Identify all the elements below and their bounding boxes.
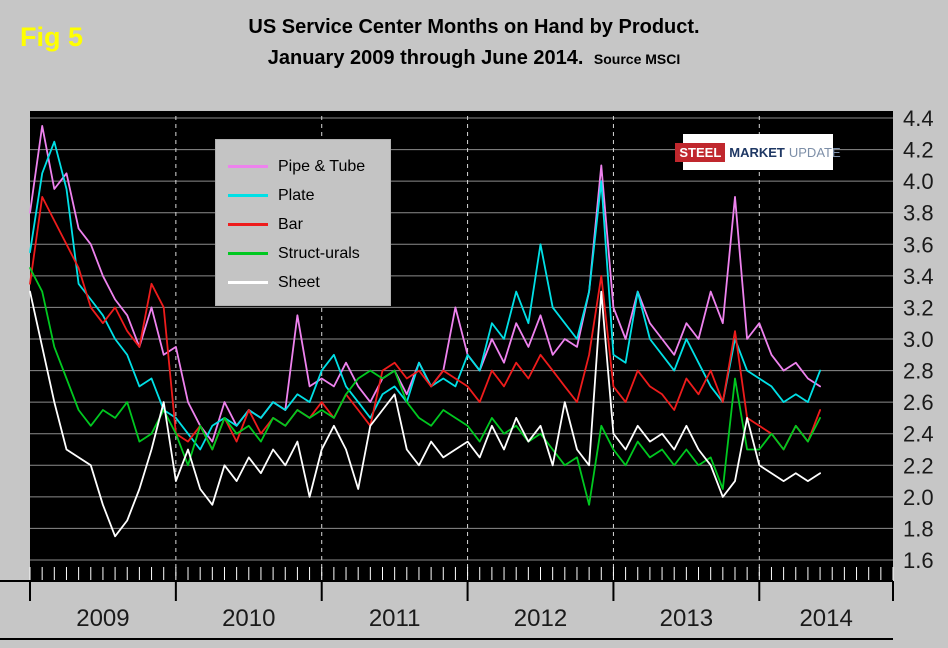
y-tick-label: 4.4 [903,106,934,131]
logo-word-market: MARKET [729,144,785,160]
legend-swatch-plate [228,194,268,197]
y-tick-label: 4.2 [903,138,934,163]
legend-swatch-sheet [228,281,268,284]
figure-number-label: Fig 5 [20,22,84,52]
y-tick-label: 2.0 [903,485,934,510]
series-line-struct-urals [29,267,821,506]
legend-item-sheet: Sheet [228,268,390,297]
y-axis-labels: 1.6 1.8 2.0 2.2 2.4 2.6 2.8 3.0 3.2 3.4 3.6 3.8 4.0 4… [903,106,934,573]
legend-label-sheet: Sheet [278,273,320,291]
series-lines [29,124,821,538]
legend: Pipe & Tube Plate Bar Struct-urals Sheet [215,139,391,306]
y-tick-label: 3.8 [903,201,934,226]
year-label: 2012 [514,605,567,632]
legend-label-pipe-tube: Pipe & Tube [278,157,366,175]
plot-area [30,111,893,581]
year-label: 2009 [76,605,129,632]
chart-source-label: Source MSCI [593,51,681,67]
year-label: 2013 [660,605,713,632]
chart-title-block: US Service Center Months on Hand by Prod… [0,0,948,70]
year-label: 2011 [369,605,421,632]
legend-item-structurals: Struct-urals [228,239,390,268]
series-line-plate [29,140,821,451]
year-label: 2014 [799,605,852,632]
chart-title-line1: US Service Center Months on Hand by Prod… [248,16,700,38]
y-tick-label: 3.4 [903,264,934,289]
y-tick-label: 2.4 [903,422,934,447]
y-gridlines [30,117,893,561]
year-label: 2010 [222,605,275,632]
y-tick-label: 1.6 [903,548,934,573]
y-tick-label: 3.0 [903,327,934,352]
y-tick-label: 3.6 [903,232,934,257]
series-line-bar [29,196,821,451]
steel-market-update-logo: STEEL MARKET UPDATE [675,134,841,170]
legend-item-pipe-tube: Pipe & Tube [228,152,390,181]
y-tick-label: 2.8 [903,359,934,384]
y-tick-label: 2.2 [903,453,934,478]
chart-title-line2-wrap: January 2009 through June 2014. Source M… [0,47,948,70]
x-axis-band [0,580,894,640]
legend-label-plate: Plate [278,186,315,204]
y-tick-label: 4.0 [903,169,934,194]
series-line-sheet [29,290,821,538]
legend-item-plate: Plate [228,181,390,210]
y-tick-label: 1.8 [903,516,934,541]
legend-swatch-bar [228,223,268,226]
legend-label-structurals: Struct-urals [278,244,360,262]
y-tick-label: 2.6 [903,390,934,415]
x-axis-year-labels: 2009 2010 2011 2012 2013 2014 [76,605,853,632]
logo-word-update: UPDATE [788,144,841,160]
month-tick-marks [29,567,894,581]
chart-title-line2: January 2009 through June 2014. [267,47,584,69]
chart-canvas: 1.6 1.8 2.0 2.2 2.4 2.6 2.8 3.0 3.2 3.4 3.6 3.8 4.0 4… [0,106,934,640]
legend-item-bar: Bar [228,210,390,239]
logo-word-steel: STEEL [675,142,726,162]
legend-swatch-pipe-tube [228,165,268,168]
y-tick-label: 3.2 [903,295,934,320]
legend-label-bar: Bar [278,215,303,233]
legend-swatch-structurals [228,252,268,255]
